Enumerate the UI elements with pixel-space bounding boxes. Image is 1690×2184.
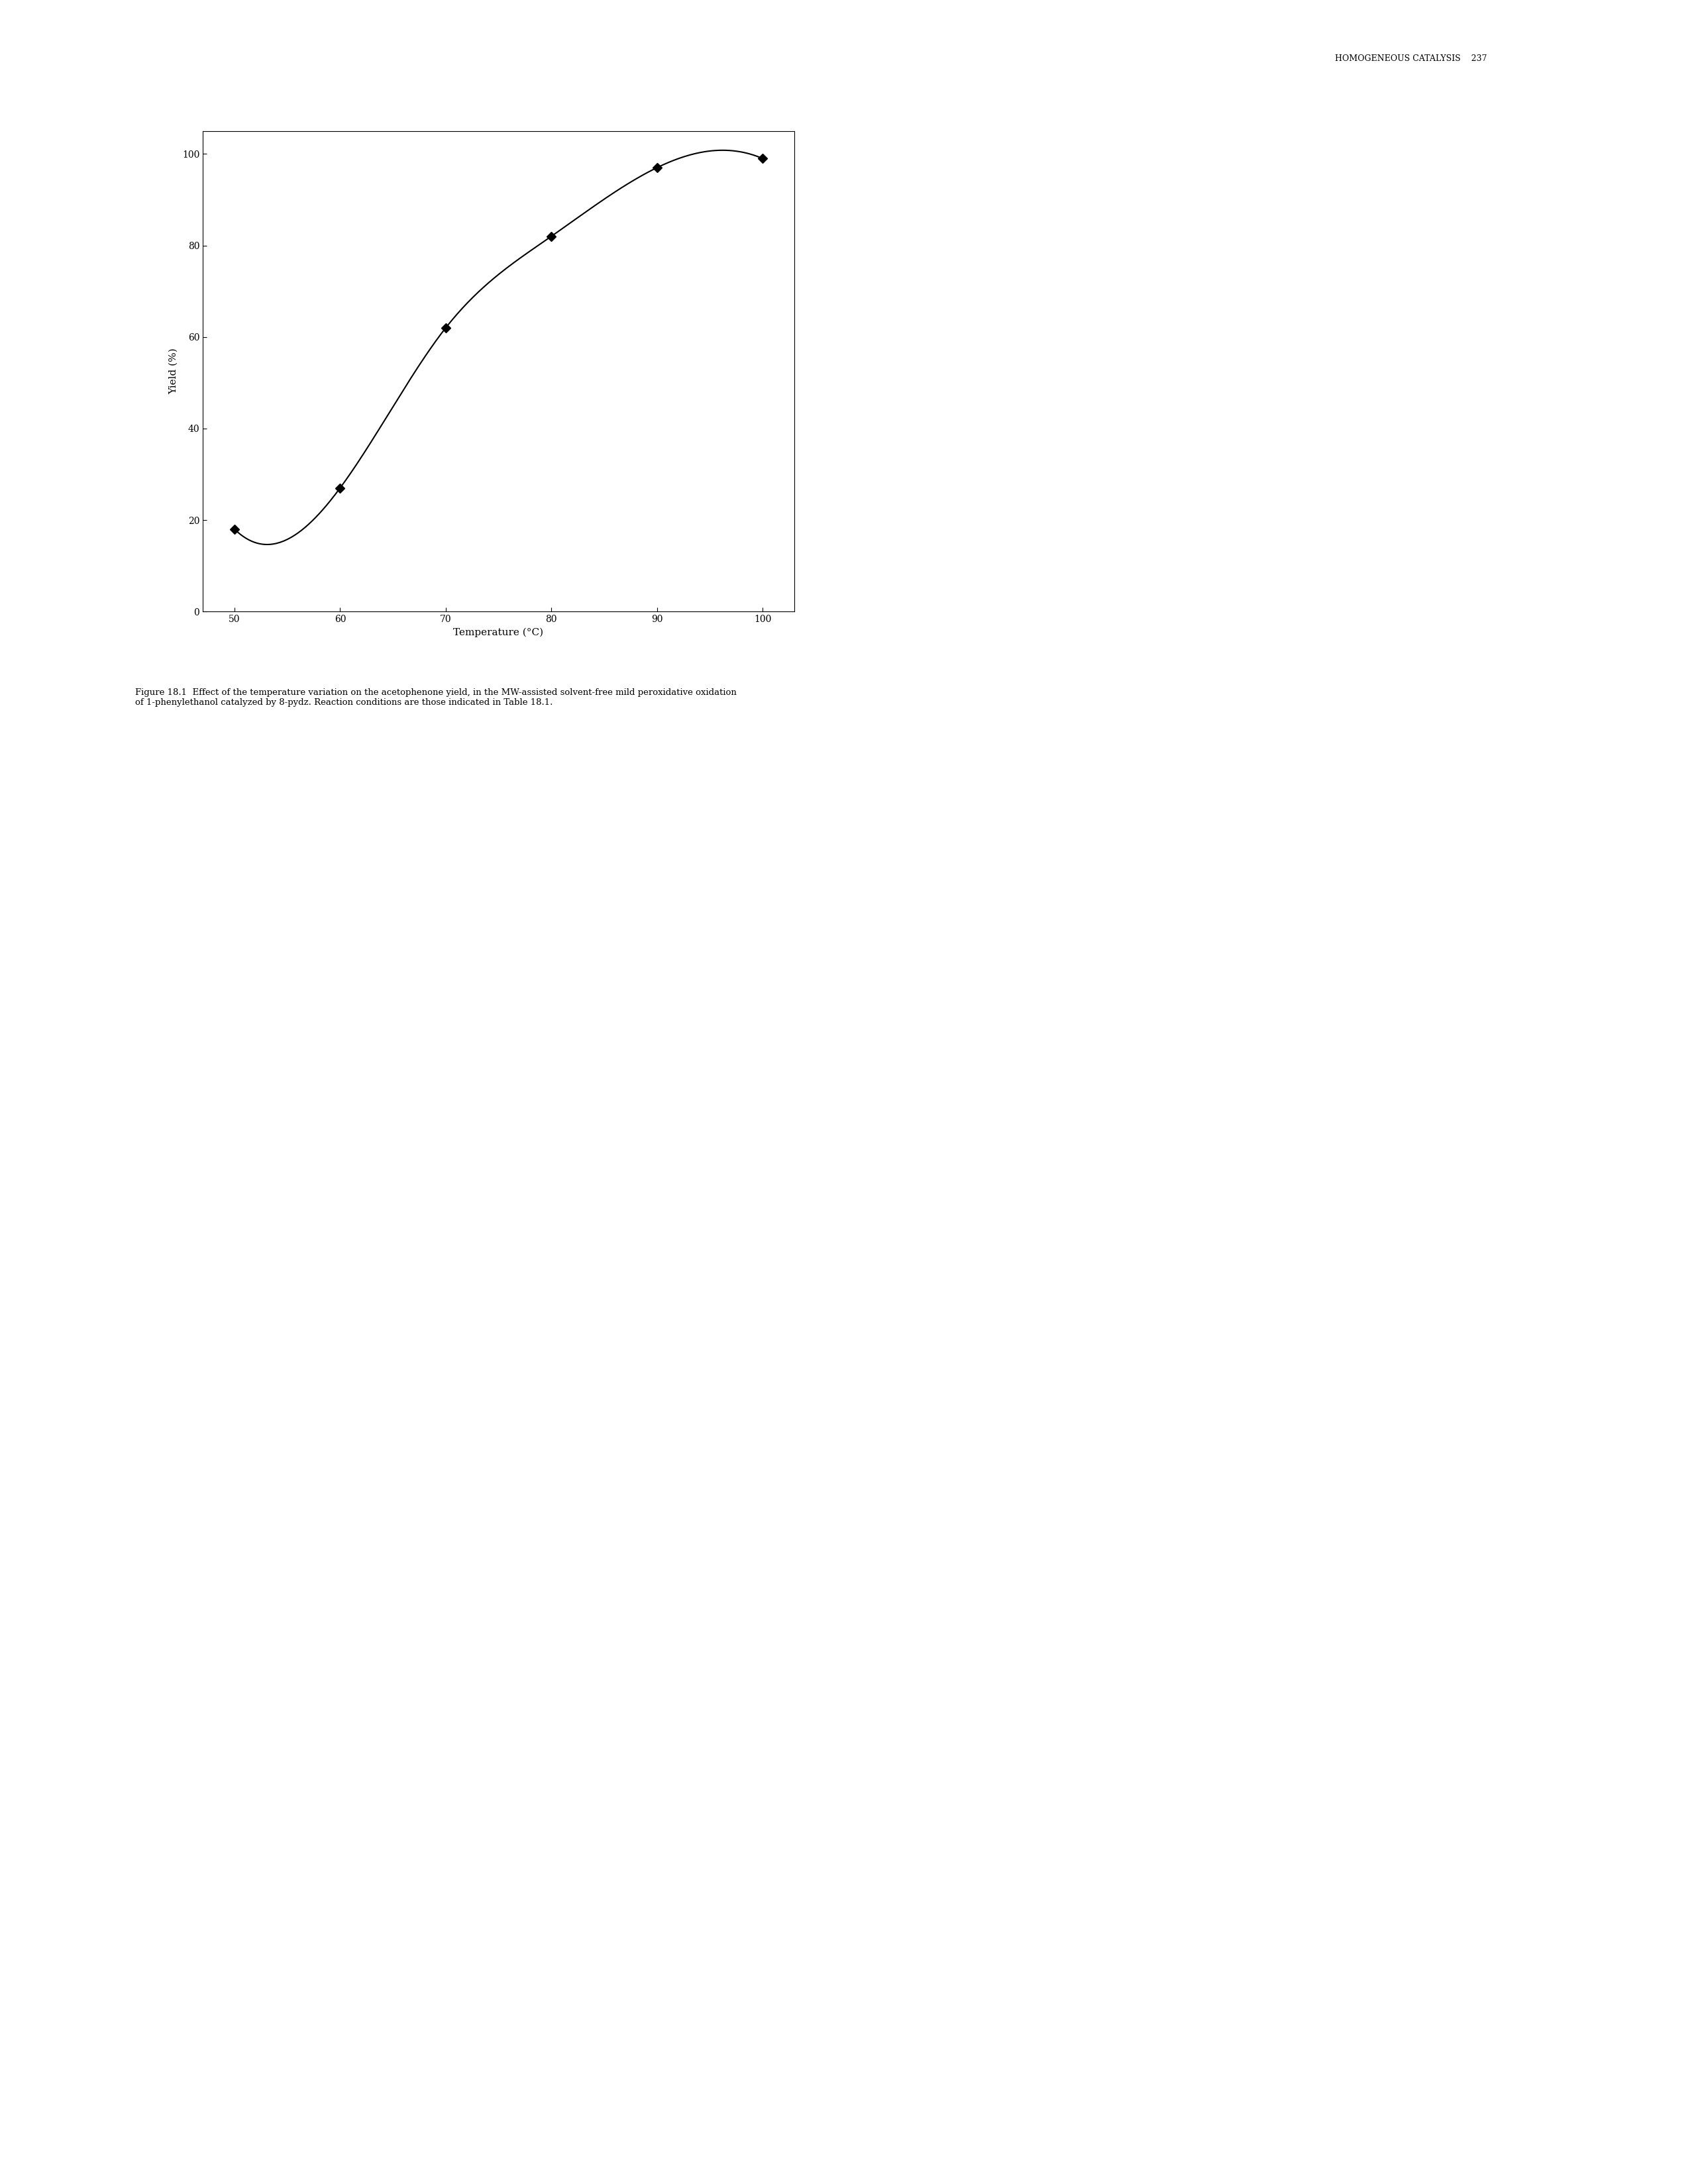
Y-axis label: Yield (%): Yield (%) (169, 347, 179, 395)
Text: HOMOGENEOUS CATALYSIS    237: HOMOGENEOUS CATALYSIS 237 (1335, 55, 1487, 63)
X-axis label: Temperature (°C): Temperature (°C) (453, 627, 544, 638)
Text: Figure 18.1  Effect of the temperature variation on the acetophenone yield, in t: Figure 18.1 Effect of the temperature va… (135, 688, 737, 705)
